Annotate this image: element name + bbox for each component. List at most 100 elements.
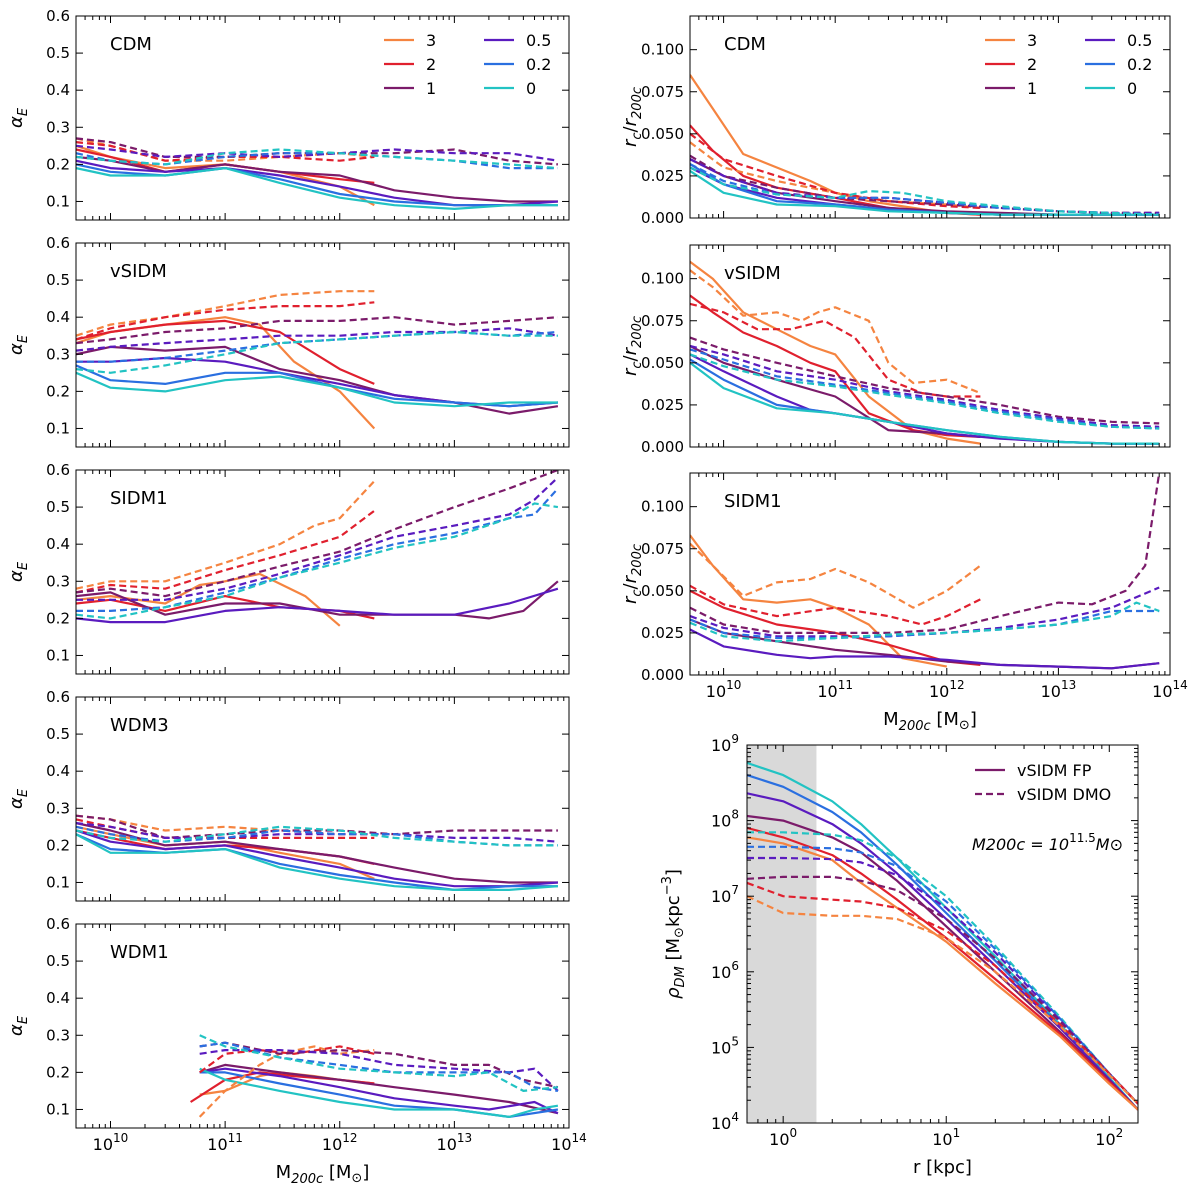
y-tick-label: 0.1 — [46, 873, 70, 891]
panel-alpha-SIDM1: 0.1 0.2 0.3 0.4 0.5 0.6 SIDM1 αE — [6, 461, 570, 675]
series-line-1-dashed — [76, 470, 559, 598]
panel-title: vSIDM — [724, 263, 781, 284]
y-tick-label: 0.000 — [641, 209, 684, 227]
series-line-0-dashed — [199, 1034, 559, 1093]
series-line-0-solid — [76, 833, 558, 892]
legend-label: 0.2 — [526, 55, 551, 74]
series-line-2-solid — [76, 319, 375, 385]
legend-item-1: 1 — [985, 79, 1037, 98]
y-tick-label: 0.6 — [46, 688, 70, 706]
shaded-resolution-region — [747, 745, 817, 1123]
series-line-2-dashed — [76, 141, 375, 162]
legend-label: 3 — [426, 31, 436, 50]
series-line-2-dashed — [76, 301, 375, 341]
panel-title: SIDM1 — [110, 488, 168, 509]
y-tick-label: 0.075 — [641, 312, 684, 330]
y-tick-label: 0.3 — [46, 572, 70, 590]
legend-label: 2 — [426, 55, 436, 74]
legend-item-3: 3 — [985, 31, 1037, 50]
x-tick-label: 1010 — [706, 678, 742, 701]
series-line-0.5-solid — [747, 792, 1138, 1111]
series-line-1-dashed — [76, 316, 558, 345]
y-tick-label: 0.075 — [641, 540, 684, 558]
series-line-0.5-solid — [76, 829, 558, 888]
panel-title: WDM1 — [110, 942, 169, 963]
legend-item-0.2: 0.2 — [484, 55, 551, 74]
axes-frame — [75, 15, 570, 221]
x-tick-label: 1014 — [1152, 678, 1188, 701]
series-line-3-dashed — [76, 480, 376, 590]
x-axis-label: M200c [M⊙] — [883, 709, 977, 734]
series-line-1-dashed — [690, 473, 1161, 635]
series-line-0-dashed — [690, 353, 1160, 430]
legend-label: vSIDM FP — [1017, 761, 1092, 780]
y-tick-label: 0.3 — [46, 1026, 70, 1044]
series-line-0-solid — [690, 169, 1160, 216]
y-tick-label: 0.6 — [46, 234, 70, 252]
panel-rc-SIDM1: 1010 1011 1012 1013 1014 0.000 0.025 0.050 0.075… — [620, 472, 1188, 734]
legend-item-0.5: 0.5 — [1085, 31, 1152, 50]
y-tick-label: 0.050 — [641, 125, 684, 143]
y-tick-label: 0.1 — [46, 646, 70, 664]
y-tick-label: 0.5 — [46, 44, 70, 62]
series-line-0.5-solid — [690, 166, 1160, 216]
legend-item-2: 2 — [985, 55, 1037, 74]
series-line-1-solid — [199, 1063, 559, 1115]
y-tick-label: 0.3 — [46, 118, 70, 136]
series-line-2-dashed — [690, 302, 981, 398]
y-axis-label: αE — [6, 334, 31, 355]
axes-frame — [75, 242, 570, 448]
legend-label: 2 — [1027, 55, 1037, 74]
series-line-1-dashed — [690, 154, 1160, 214]
legend-item-3: 3 — [384, 31, 436, 50]
y-tick-label: 0.2 — [46, 1063, 70, 1081]
panel-alpha-CDM: 0.1 0.2 0.3 0.4 0.5 0.6 CDM αE 3 2 1 0.5 0.2 0 — [6, 7, 570, 221]
axes-frame — [746, 744, 1139, 1124]
y-tick-label: 0.1 — [46, 192, 70, 210]
series-line-1-dashed — [76, 814, 558, 840]
series-line-0-dashed — [76, 330, 558, 374]
y-tick-label: 0.4 — [46, 762, 70, 780]
y-axis-label: αE — [6, 1015, 31, 1036]
y-tick-label: 105 — [711, 1034, 739, 1057]
series-line-0-solid — [76, 167, 558, 210]
series-line-0.2-dashed — [690, 609, 1160, 640]
panel-alpha-WDM3: 0.1 0.2 0.3 0.4 0.5 0.6 WDM3 αE — [6, 688, 570, 902]
series-line-3-solid — [690, 260, 981, 445]
series-line-1-solid — [76, 345, 559, 415]
y-tick-label: 0.2 — [46, 382, 70, 400]
y-tick-label: 107 — [711, 883, 739, 906]
y-tick-label: 106 — [711, 959, 739, 982]
series-line-0.5-dashed — [76, 476, 559, 601]
y-tick-label: 0.050 — [641, 354, 684, 372]
series-line-3-solid — [76, 572, 341, 627]
y-tick-label: 0.050 — [641, 582, 684, 600]
series-line-0.2-dashed — [76, 330, 558, 363]
mass-annotation: M200c = 1011.5M⊙ — [972, 831, 1123, 854]
y-axis-label: rc/r200c — [620, 87, 645, 147]
series-line-0-dashed — [76, 502, 559, 620]
series-line-0.2-solid — [76, 163, 558, 207]
y-tick-label: 0.100 — [641, 270, 684, 288]
y-tick-label: 0.000 — [641, 438, 684, 456]
x-tick-label: 1011 — [207, 1131, 243, 1154]
legend-item-0.5: 0.5 — [484, 31, 551, 50]
legend-label: 1 — [1027, 79, 1037, 98]
x-tick-label: 1010 — [93, 1131, 129, 1154]
y-tick-label: 0.4 — [46, 308, 70, 326]
y-axis-label: ρDM [M⊙kpc−3] — [660, 869, 688, 999]
x-tick-label: 1013 — [437, 1131, 473, 1154]
panel-title: vSIDM — [110, 261, 167, 282]
series-line-0.2-solid — [76, 364, 558, 408]
legend-label: 0 — [526, 79, 536, 98]
y-tick-label: 0.6 — [46, 7, 70, 25]
y-tick-label: 0.2 — [46, 836, 70, 854]
panel-title: CDM — [110, 34, 152, 55]
y-tick-label: 0.5 — [46, 725, 70, 743]
series-line-0.2-dashed — [76, 487, 559, 613]
y-tick-label: 104 — [711, 1110, 739, 1133]
series-line-3-dashed — [690, 269, 981, 395]
y-tick-label: 0.1 — [46, 419, 70, 437]
y-axis-label: rc/r200c — [620, 544, 645, 604]
legend-item-0: 0 — [484, 79, 536, 98]
